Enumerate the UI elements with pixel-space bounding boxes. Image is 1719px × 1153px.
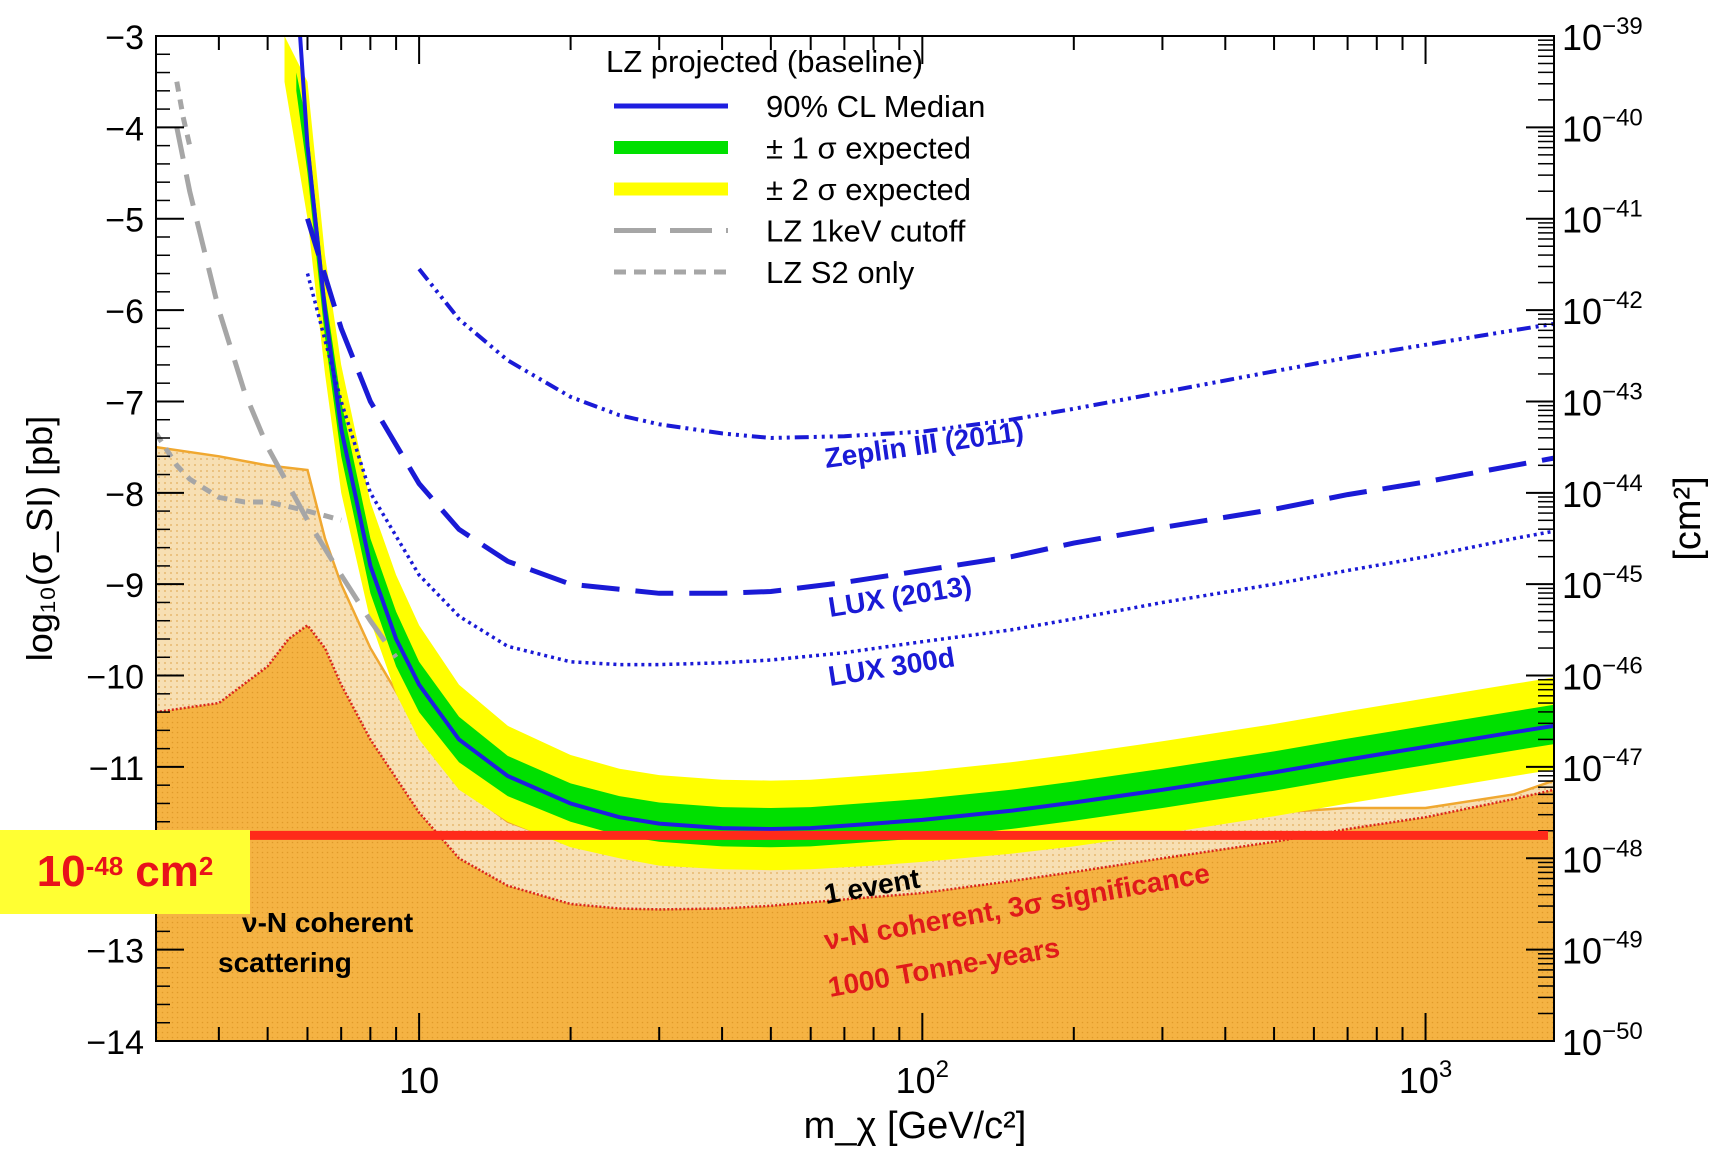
x-tick-base: 10 bbox=[1399, 1060, 1439, 1101]
right-tick-exp: −48 bbox=[1602, 835, 1643, 862]
median-line bbox=[298, 36, 1554, 832]
y-tick-label: −13 bbox=[86, 933, 144, 971]
y-tick-label: −4 bbox=[105, 110, 144, 148]
y-tick-label: −10 bbox=[86, 659, 144, 697]
lz-1kev-cutoff-line bbox=[174, 126, 399, 659]
axes: −3−4−5−6−7−8−9−10−1112−13−1410−3910−4010… bbox=[19, 13, 1709, 1147]
y-tick-label: −8 bbox=[105, 476, 144, 514]
callout-base: 10 bbox=[36, 847, 86, 896]
right-tick-exp: −40 bbox=[1602, 104, 1643, 131]
limit-curves bbox=[156, 36, 1554, 832]
legend-entry-label: LZ 1keV cutoff bbox=[766, 214, 966, 249]
right-tick-exp: −46 bbox=[1602, 653, 1643, 680]
zeplin-iii-label: Zeplin III (2011) bbox=[823, 415, 1026, 474]
x-axis-label: m_χ [GeV/c²] bbox=[804, 1105, 1027, 1147]
expected-bands bbox=[284, 36, 1554, 871]
legend-title: LZ projected (baseline) bbox=[606, 44, 923, 79]
right-tick-base: 10 bbox=[1562, 839, 1602, 880]
x-tick-base: 10 bbox=[399, 1060, 439, 1101]
callout-exp: -48 bbox=[85, 850, 124, 881]
right-tick-exp: −42 bbox=[1602, 287, 1643, 314]
right-tick-exp: −47 bbox=[1602, 744, 1643, 771]
nu-n-coherent-scattering-label: ν-N coherent bbox=[242, 907, 413, 938]
legend-entry-label: LZ S2 only bbox=[766, 255, 915, 290]
right-tick-label: 10−45 bbox=[1562, 561, 1643, 606]
right-tick-exp: −49 bbox=[1602, 927, 1643, 954]
right-tick-base: 10 bbox=[1562, 931, 1602, 972]
y-tick-label: −9 bbox=[105, 567, 144, 605]
legend-entry-label: ± 2 σ expected bbox=[766, 172, 971, 207]
right-tick-label: 10−40 bbox=[1562, 104, 1643, 149]
lz-s2-only-steep-line bbox=[174, 81, 193, 147]
nu-n-coherent-boundary bbox=[156, 623, 1554, 911]
right-tick-label: 10−44 bbox=[1562, 470, 1643, 515]
y-tick-label: −7 bbox=[105, 384, 144, 422]
right-tick-exp: −41 bbox=[1602, 196, 1643, 223]
y-tick-label: −3 bbox=[105, 19, 144, 57]
plot-frame bbox=[155, 35, 1555, 1042]
right-tick-label: 10−41 bbox=[1562, 196, 1643, 241]
lux-300d-label: LUX 300d bbox=[826, 641, 957, 692]
lux-2013-label: LUX (2013) bbox=[826, 570, 974, 623]
right-tick-base: 10 bbox=[1562, 474, 1602, 515]
legend-entry-label: 90% CL Median bbox=[766, 89, 985, 124]
callout-unit-exp: 2 bbox=[198, 850, 214, 881]
callout-unit: cm bbox=[135, 847, 199, 896]
legend-entry-label: ± 1 σ expected bbox=[766, 131, 971, 166]
right-tick-base: 10 bbox=[1562, 291, 1602, 332]
zeplin-iii-line bbox=[417, 267, 1554, 441]
right-tick-base: 10 bbox=[1562, 200, 1602, 241]
nu-n-coherent-region bbox=[156, 625, 1554, 1041]
y-tick-label: −5 bbox=[105, 202, 144, 240]
x-tick-exp: 3 bbox=[1439, 1056, 1452, 1083]
x-tick-base: 10 bbox=[896, 1060, 936, 1101]
right-tick-label: 10−43 bbox=[1562, 378, 1643, 423]
x-tick-label: 102 bbox=[896, 1056, 949, 1101]
right-tick-label: 10−48 bbox=[1562, 835, 1643, 880]
x-tick-label: 10 bbox=[399, 1060, 439, 1101]
right-tick-label: 10−47 bbox=[1562, 744, 1643, 789]
right-tick-label: 10−39 bbox=[1562, 13, 1643, 58]
right-axis-label: [cm²] bbox=[1667, 476, 1709, 560]
y-tick-label: −14 bbox=[86, 1024, 144, 1062]
lux-300d-line bbox=[305, 273, 1554, 667]
right-tick-exp: −44 bbox=[1602, 470, 1643, 497]
right-tick-exp: −39 bbox=[1602, 13, 1643, 40]
right-tick-exp: −45 bbox=[1602, 561, 1643, 588]
right-tick-base: 10 bbox=[1562, 748, 1602, 789]
y-tick-label: −11 bbox=[89, 750, 144, 788]
right-tick-base: 10 bbox=[1562, 657, 1602, 698]
y-axis-label: log₁₀(σ_SI) [pb] bbox=[19, 416, 60, 661]
right-tick-label: 10−42 bbox=[1562, 287, 1643, 332]
x-tick-label: 103 bbox=[1399, 1056, 1452, 1101]
scattering-label: scattering bbox=[218, 947, 352, 978]
reference-line-callout: 10 -48 cm 2 bbox=[0, 830, 250, 914]
right-tick-label: 10−46 bbox=[1562, 653, 1643, 698]
y-tick-label: −6 bbox=[105, 293, 144, 331]
right-tick-base: 10 bbox=[1562, 17, 1602, 58]
x-tick-exp: 2 bbox=[936, 1056, 949, 1083]
right-tick-exp: −50 bbox=[1602, 1018, 1643, 1045]
two-sigma-band bbox=[284, 36, 1554, 871]
lz-s2-only-line bbox=[156, 432, 342, 523]
lux-2013-line bbox=[305, 217, 1554, 596]
right-tick-label: 10−49 bbox=[1562, 927, 1643, 972]
legend: LZ projected (baseline) 90% CL Median ± 1 … bbox=[606, 44, 985, 290]
right-tick-base: 10 bbox=[1562, 1022, 1602, 1063]
right-tick-base: 10 bbox=[1562, 382, 1602, 423]
right-tick-exp: −43 bbox=[1602, 378, 1643, 405]
right-tick-base: 10 bbox=[1562, 108, 1602, 149]
right-tick-label: 10−50 bbox=[1562, 1018, 1643, 1063]
right-tick-base: 10 bbox=[1562, 565, 1602, 606]
